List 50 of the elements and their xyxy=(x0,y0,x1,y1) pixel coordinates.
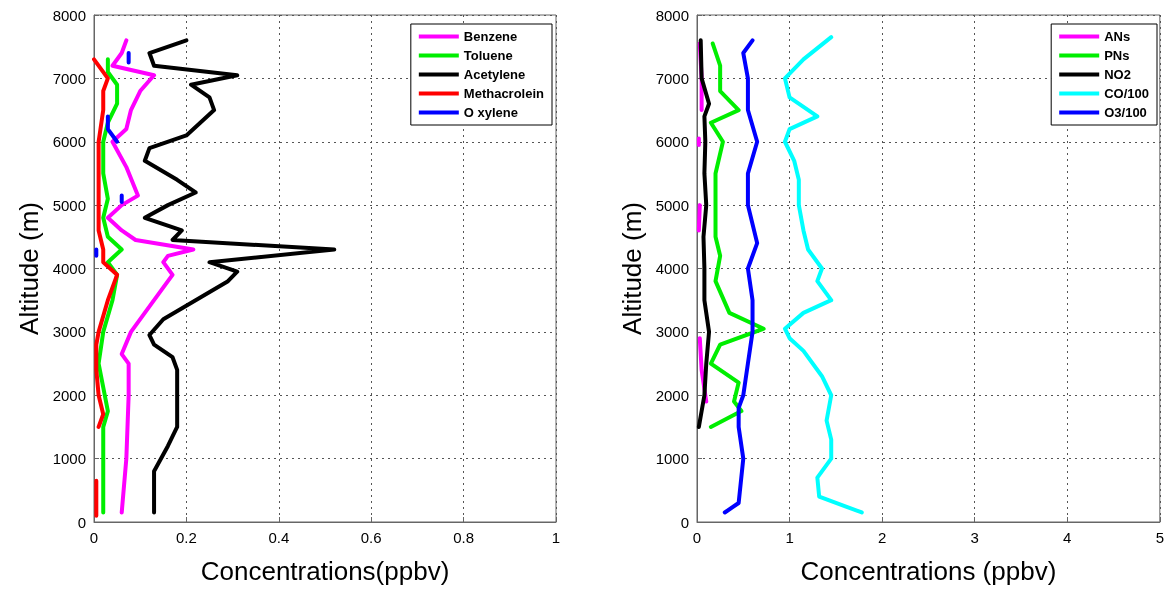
y-tick-label: 5000 xyxy=(655,196,689,214)
y-tick-label: 1000 xyxy=(52,450,86,468)
y-tick-label: 0 xyxy=(77,513,86,531)
line-series xyxy=(708,41,766,429)
y-tick-label: 2000 xyxy=(52,386,86,404)
legend-label: Toluene xyxy=(463,48,513,63)
legend-label: Benzene xyxy=(463,29,518,44)
legend-label: Methacrolein xyxy=(463,86,545,101)
y-tick-label: 6000 xyxy=(655,133,689,151)
legend-label: NO2 xyxy=(1104,67,1131,82)
x-axis-title: Concentrations (ppbv) xyxy=(800,556,1057,586)
y-tick-label: 1000 xyxy=(655,450,689,468)
y-axis-title: Altitude (m) xyxy=(616,202,647,335)
y-tick-label: 8000 xyxy=(52,6,86,24)
y-tick-label: 8000 xyxy=(655,6,689,24)
y-tick-label: 4000 xyxy=(52,260,86,277)
y-tick-label: 2000 xyxy=(655,386,689,404)
line-series xyxy=(696,38,712,429)
line-series xyxy=(782,35,864,515)
y-axis-title: Altitude (m) xyxy=(13,202,44,335)
x-tick-label: 0.6 xyxy=(360,529,382,546)
y-tick-label: 5000 xyxy=(52,196,86,214)
x-tick-label: 0.2 xyxy=(175,529,197,546)
x-tick-label: 0.4 xyxy=(268,529,290,546)
y-tick-label: 7000 xyxy=(52,69,86,87)
y-tick-label: 3000 xyxy=(52,323,86,341)
x-tick-label: 2 xyxy=(877,529,887,546)
y-tick-label: 3000 xyxy=(655,323,689,341)
x-tick-label: 0 xyxy=(89,529,99,546)
x-tick-label: 1 xyxy=(551,529,561,546)
legend-label: O xylene xyxy=(463,105,519,120)
y-tick-label: 4000 xyxy=(655,260,689,277)
y-tick-label: 0 xyxy=(680,513,689,531)
x-tick-label: 5 xyxy=(1155,529,1164,546)
line-series xyxy=(142,38,337,515)
y-tick-label: 7000 xyxy=(655,69,689,87)
x-tick-label: 0.8 xyxy=(453,529,475,546)
line-series xyxy=(105,38,196,515)
x-axis-title: Concentrations(ppbv) xyxy=(200,556,450,586)
x-tick-label: 3 xyxy=(970,529,979,546)
legend-label: O3/100 xyxy=(1104,105,1147,120)
y-tick-label: 6000 xyxy=(52,133,86,151)
legend-label: Acetylene xyxy=(463,67,526,82)
x-tick-label: 0 xyxy=(692,529,702,546)
x-tick-label: 4 xyxy=(1063,529,1072,546)
x-tick-label: 1 xyxy=(785,529,794,546)
legend-label: PNs xyxy=(1104,48,1130,63)
line-series xyxy=(722,38,760,515)
legend-label: CO/100 xyxy=(1104,86,1150,101)
legend-label: ANs xyxy=(1104,29,1131,44)
